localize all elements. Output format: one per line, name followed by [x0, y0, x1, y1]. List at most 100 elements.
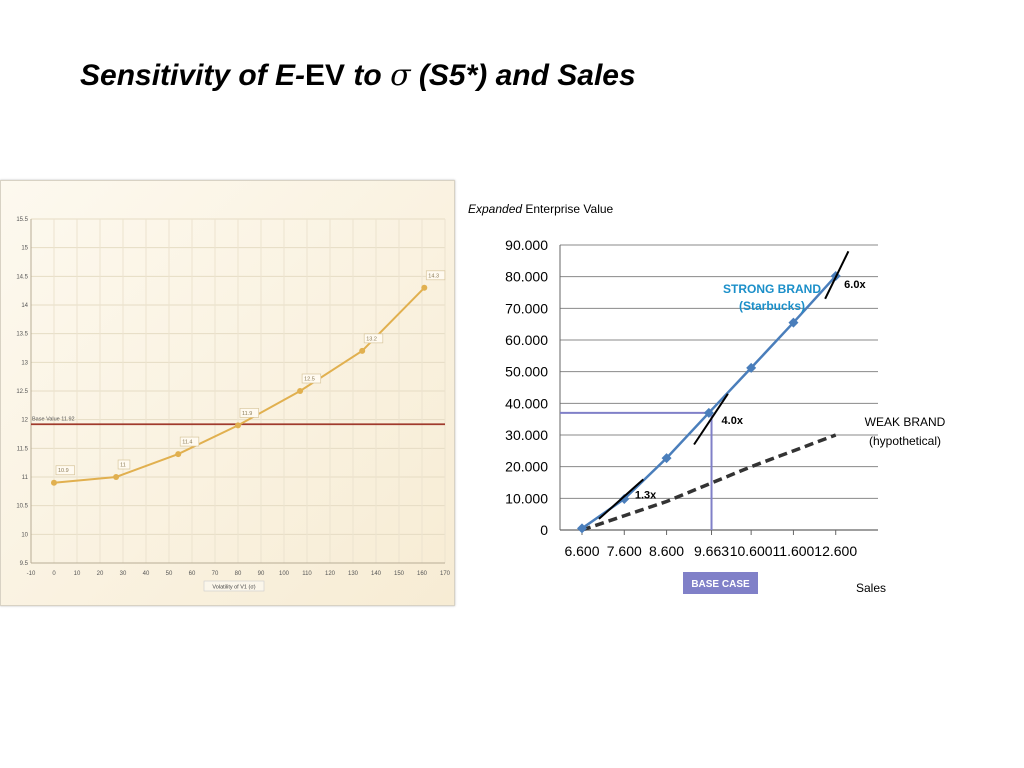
weak-brand-label-line1: WEAK BRAND [865, 415, 946, 429]
chart-title-italic: Expanded [468, 202, 522, 216]
data-point [297, 388, 304, 394]
strong-brand-series-line [581, 275, 837, 530]
x-tick-label: 30 [120, 571, 127, 577]
x-tick-label: 50 [166, 571, 173, 577]
y-tick-label: 13 [21, 360, 28, 366]
strong-brand-data-point [661, 453, 672, 464]
volatility-series-line [53, 287, 426, 484]
volatility-chart: 9.5 10 10.5 11 11.5 12 12.5 13 13.5 14 14.5 15 15.5 -… [16, 217, 451, 592]
y-tick-label: 80.000 [505, 269, 548, 285]
x-tick-label: 130 [348, 571, 359, 577]
title-part-ev: EV [305, 59, 346, 92]
base-case-badge [683, 572, 758, 594]
strong-brand-data-point [703, 407, 714, 418]
data-label-box [117, 459, 131, 470]
y-tick-label: 14 [21, 303, 28, 309]
x-axis-label: Volatility of V1 (σ) [212, 585, 255, 591]
data-point [51, 479, 57, 486]
weak-brand-label-line2: (hypothetical) [869, 434, 941, 448]
data-label-box [55, 465, 75, 476]
y-tick-label: 30.000 [505, 427, 548, 443]
weak-brand-series-line [581, 433, 837, 532]
title-part-e: (S5*) and Sales [410, 59, 636, 92]
data-label-box [179, 436, 200, 447]
y-tick-label: 15 [21, 246, 28, 252]
data-point [175, 451, 182, 458]
x-tick-label: 10.600 [730, 543, 773, 559]
data-point [235, 422, 241, 429]
x-tick-label: 8.600 [649, 543, 684, 559]
y-tick-label: 20.000 [505, 459, 548, 475]
strong-brand-label-line2: (Starbucks) [739, 299, 805, 313]
x-tick-label: 110 [302, 571, 312, 577]
x-tick-label: 100 [279, 571, 290, 577]
chart-title: Expanded Enterprise Value [468, 202, 614, 216]
data-label: 13.2 [366, 336, 377, 342]
x-tick-label: 20 [97, 571, 104, 577]
y-tick-label: 12 [21, 418, 28, 424]
tangent-slope-line [598, 478, 644, 520]
strong-brand-data-point [619, 493, 630, 504]
slope-label: 1.3x [635, 489, 657, 501]
y-tick-label: 70.000 [505, 300, 548, 316]
strong-brand-data-point [788, 317, 799, 328]
x-tick-label: 70 [212, 571, 219, 577]
y-tick-label: 9.5 [20, 561, 29, 567]
x-tick-label: 9.663 [694, 543, 729, 559]
y-tick-label: 11.5 [17, 446, 29, 452]
data-label: 11.9 [242, 411, 252, 417]
tangent-slope-line [693, 393, 729, 446]
x-tick-label: 7.600 [607, 543, 642, 559]
x-tick-label: 90 [258, 571, 265, 577]
data-label: 10.9 [58, 468, 69, 474]
x-tick-label: 60 [189, 571, 196, 577]
x-tick-label: 170 [440, 571, 451, 577]
data-point [113, 474, 120, 480]
data-label: 11.4 [182, 440, 192, 446]
x-tick-label: 40 [143, 571, 150, 577]
base-case-label: BASE CASE [691, 579, 750, 590]
data-label: 11 [120, 463, 126, 469]
y-tick-label: 0 [540, 522, 548, 538]
x-tick-label: 150 [394, 571, 405, 577]
y-tick-label: 10 [21, 532, 28, 538]
data-label-box [239, 408, 259, 418]
title-sigma-symbol: σ [390, 58, 411, 93]
title-part-d: to [345, 59, 391, 92]
x-tick-label: -10 [27, 571, 36, 577]
slope-label: 4.0x [722, 415, 744, 427]
x-tick-label: 10 [74, 571, 81, 577]
data-label-box [301, 373, 322, 384]
x-tick-label: 140 [371, 571, 382, 577]
x-tick-label: 6.600 [564, 543, 599, 559]
volatility-chart-panel: 9.5 10 10.5 11 11.5 12 12.5 13 13.5 14 14.5 15 15.5 -… [0, 180, 455, 606]
data-label-box [363, 333, 384, 344]
x-tick-label: 80 [235, 571, 242, 577]
x-tick-label: 12.600 [814, 543, 857, 559]
strong-brand-data-point [746, 362, 757, 373]
y-tick-label: 12.5 [16, 389, 28, 395]
x-tick-label: 160 [417, 571, 428, 577]
x-axis-label: Sales [856, 581, 886, 595]
data-label: 12.5 [304, 377, 315, 383]
chart-title-rest: Enterprise Value [522, 202, 613, 216]
enterprise-value-chart: Expanded Enterprise Value 0 10.000 20.000 30… [468, 202, 946, 595]
data-point [421, 284, 428, 291]
x-tick-label: 120 [325, 571, 336, 577]
slope-label: 6.0x [844, 279, 866, 291]
tangent-slope-line [824, 250, 850, 300]
y-tick-label: 50.000 [505, 364, 548, 380]
strong-brand-label-line1: STRONG BRAND [723, 282, 821, 296]
x-tick-label: 11.600 [773, 543, 815, 559]
y-tick-label: 15.5 [16, 217, 28, 223]
title-part-a: Sensitivity of [80, 59, 276, 92]
data-point [359, 347, 366, 354]
slide-title: Sensitivity of E-EV to σ (S5*) and Sales [80, 58, 636, 93]
y-tick-label: 14.5 [16, 274, 28, 280]
y-tick-label: 60.000 [505, 332, 548, 348]
data-label-box [425, 270, 446, 281]
y-tick-label: 13.5 [16, 332, 28, 338]
y-tick-label: 40.000 [505, 395, 548, 411]
title-part-b: E- [275, 59, 306, 92]
y-tick-label: 10.5 [16, 504, 28, 510]
